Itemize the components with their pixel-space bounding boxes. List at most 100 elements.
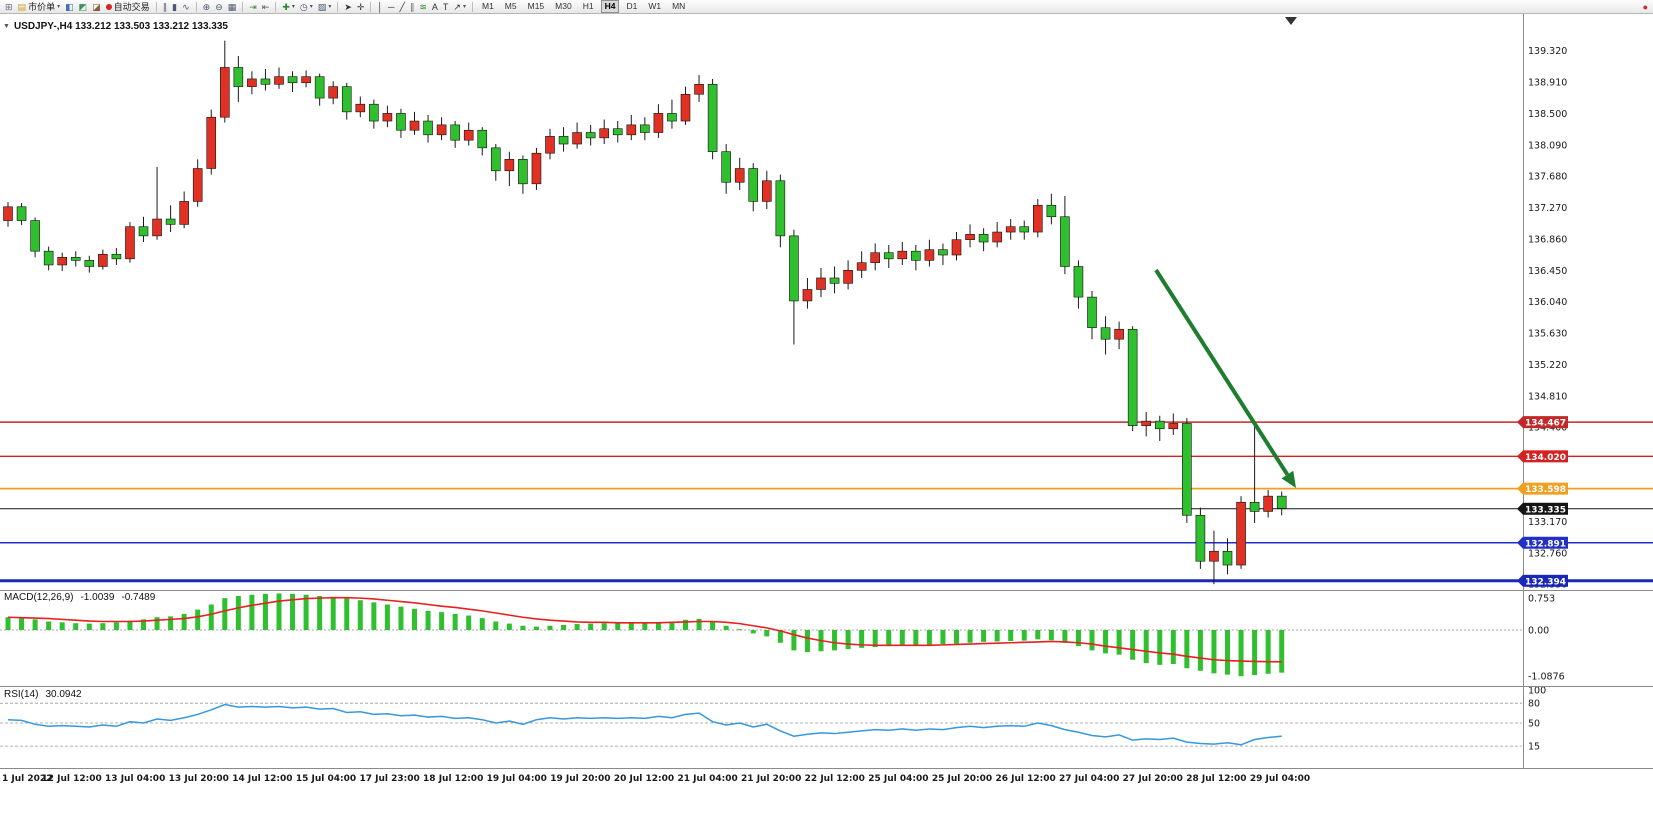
macd-histogram-bar bbox=[1143, 630, 1149, 664]
line-chart-icon[interactable]: ∿ bbox=[180, 1, 192, 13]
label-icon-glyph: T bbox=[442, 1, 449, 12]
timeframe-h4-button[interactable]: H4 bbox=[600, 0, 620, 13]
market-watch-icon[interactable]: ◧ bbox=[63, 1, 76, 13]
candle-up bbox=[924, 249, 935, 261]
macd-histogram-bar bbox=[127, 620, 133, 630]
macd-histogram-bar bbox=[19, 618, 25, 630]
timeframe-m30-button[interactable]: M30 bbox=[555, 1, 572, 11]
fibonacci-icon[interactable]: ≋ bbox=[417, 1, 429, 13]
macd-histogram-bar bbox=[1062, 630, 1068, 643]
timeframe-m5-button[interactable]: M5 bbox=[504, 1, 517, 11]
timeframe-m1-button[interactable]: M1 bbox=[481, 1, 494, 11]
periods-button[interactable]: ◷ ▾ bbox=[298, 1, 315, 13]
candle-down bbox=[490, 147, 501, 172]
toolbar-separator bbox=[155, 1, 157, 12]
trendline-icon[interactable]: ╱ bbox=[397, 1, 406, 13]
timeframe-mn-button[interactable]: MN bbox=[672, 1, 686, 11]
candle-up bbox=[856, 262, 867, 271]
timeframe-h1-button[interactable]: H1 bbox=[582, 1, 594, 11]
autotrading-button[interactable]: 自动交易 bbox=[104, 1, 152, 13]
chart-symbol-header: ▼ USDJPY-,H4 133.212 133.503 133.212 133… bbox=[3, 21, 228, 32]
price-axis-label: 138.910 bbox=[1528, 78, 1567, 89]
templates-glyph: ▨ bbox=[317, 1, 327, 12]
candle-down bbox=[477, 129, 488, 149]
macd-histogram-bar bbox=[872, 630, 878, 647]
price-tag-notch bbox=[1517, 416, 1523, 429]
chart-shift-icon[interactable]: ⇤ bbox=[260, 1, 272, 13]
channel-icon[interactable]: ∥ bbox=[408, 1, 417, 13]
macd-histogram-bar bbox=[1116, 630, 1122, 655]
price-tag-notch bbox=[1517, 536, 1523, 549]
macd-histogram-bar bbox=[276, 593, 282, 630]
auto-scroll-icon[interactable]: ⇥ bbox=[247, 1, 259, 13]
zoom-out-icon[interactable]: ⊖ bbox=[213, 1, 225, 13]
indicators-button[interactable]: ✚ ▾ bbox=[280, 1, 297, 13]
bar-chart-icon[interactable]: ∥ bbox=[161, 1, 170, 13]
time-axis-label: 19 Jul 04:00 bbox=[487, 774, 547, 784]
timeframe-w1-button[interactable]: W1 bbox=[648, 1, 662, 11]
zoom-in-icon[interactable]: ⊕ bbox=[201, 1, 213, 13]
rsi-value: 30.0942 bbox=[45, 689, 82, 700]
candlestick-chart-icon[interactable]: ▮ bbox=[170, 1, 179, 13]
price-tag-label: 133.598 bbox=[1525, 485, 1566, 495]
navigator-icon-glyph: ◩ bbox=[78, 1, 88, 12]
price-axis-label: 138.090 bbox=[1528, 140, 1567, 151]
timeframe-d1-button[interactable]: D1 bbox=[626, 1, 638, 11]
trend-arrow-head[interactable] bbox=[1281, 470, 1296, 488]
vertical-line-icon[interactable]: │ bbox=[375, 1, 385, 13]
auto-scroll-icon-glyph: ⇥ bbox=[249, 1, 257, 12]
arrows-tool-button[interactable]: ↗ ▾ bbox=[451, 1, 468, 13]
candle-down bbox=[1046, 204, 1057, 218]
macd-histogram-bar bbox=[723, 625, 729, 630]
templates-button[interactable]: ▨ ▾ bbox=[316, 1, 334, 13]
macd-histogram-bar bbox=[940, 630, 946, 645]
macd-histogram-bar bbox=[249, 594, 255, 630]
candle-down bbox=[450, 124, 460, 141]
macd-histogram-bar bbox=[384, 604, 390, 630]
candle-up bbox=[599, 128, 610, 139]
macd-histogram-bar bbox=[574, 624, 580, 630]
text-icon[interactable]: A bbox=[430, 1, 440, 13]
new-window-icon[interactable]: ⊞ bbox=[3, 1, 15, 13]
price-tag-label: 133.335 bbox=[1525, 505, 1566, 515]
terminal-icon[interactable]: ◪ bbox=[90, 1, 103, 13]
macd-histogram-bar bbox=[628, 622, 634, 630]
macd-signal-value: -0.7489 bbox=[121, 592, 156, 603]
candle-down bbox=[396, 113, 406, 131]
cursor-icon[interactable]: ➤ bbox=[342, 1, 354, 13]
candle-up bbox=[192, 168, 203, 202]
tile-windows-icon[interactable]: ▦ bbox=[226, 1, 239, 13]
new-order-button[interactable]: ▤ 市价单 ▾ bbox=[16, 1, 63, 13]
one-click-trading-toggle[interactable]: ▼ bbox=[3, 23, 10, 30]
horizontal-lines[interactable] bbox=[0, 421, 1653, 583]
candle-down bbox=[287, 76, 298, 84]
red-dot-icon[interactable]: ● bbox=[1641, 1, 1650, 13]
time-axis-label: 22 Jul 12:00 bbox=[805, 774, 865, 784]
label-icon[interactable]: T bbox=[441, 1, 451, 13]
price-tag bbox=[1523, 574, 1568, 587]
candle-up bbox=[1263, 495, 1273, 512]
trend-arrow-shaft[interactable] bbox=[1154, 268, 1290, 476]
macd-histogram-bar bbox=[439, 612, 445, 630]
candle-up bbox=[816, 277, 826, 290]
toolbar-separator bbox=[471, 1, 473, 12]
autotrading-button-label: 自动交易 bbox=[113, 2, 150, 12]
candle-down bbox=[883, 252, 894, 260]
trend-arrow[interactable] bbox=[1154, 268, 1296, 488]
chart-shift-marker[interactable] bbox=[1285, 17, 1297, 25]
candle-down bbox=[829, 277, 840, 284]
macd-histogram-bar bbox=[764, 630, 770, 637]
horizontal-line-icon[interactable]: ─ bbox=[386, 1, 396, 13]
crosshair-icon[interactable]: ✛ bbox=[355, 1, 367, 13]
candle-up bbox=[572, 132, 582, 145]
navigator-icon[interactable]: ◩ bbox=[77, 1, 90, 13]
timeframe-m15-button[interactable]: M15 bbox=[527, 1, 545, 11]
time-axis-label: 1 Jul 2022 bbox=[2, 774, 52, 784]
candle-up bbox=[436, 124, 447, 136]
price-axis-label: 135.630 bbox=[1528, 329, 1567, 340]
time-axis-label: 13 Jul 04:00 bbox=[105, 774, 165, 784]
candle-down bbox=[1249, 501, 1260, 512]
